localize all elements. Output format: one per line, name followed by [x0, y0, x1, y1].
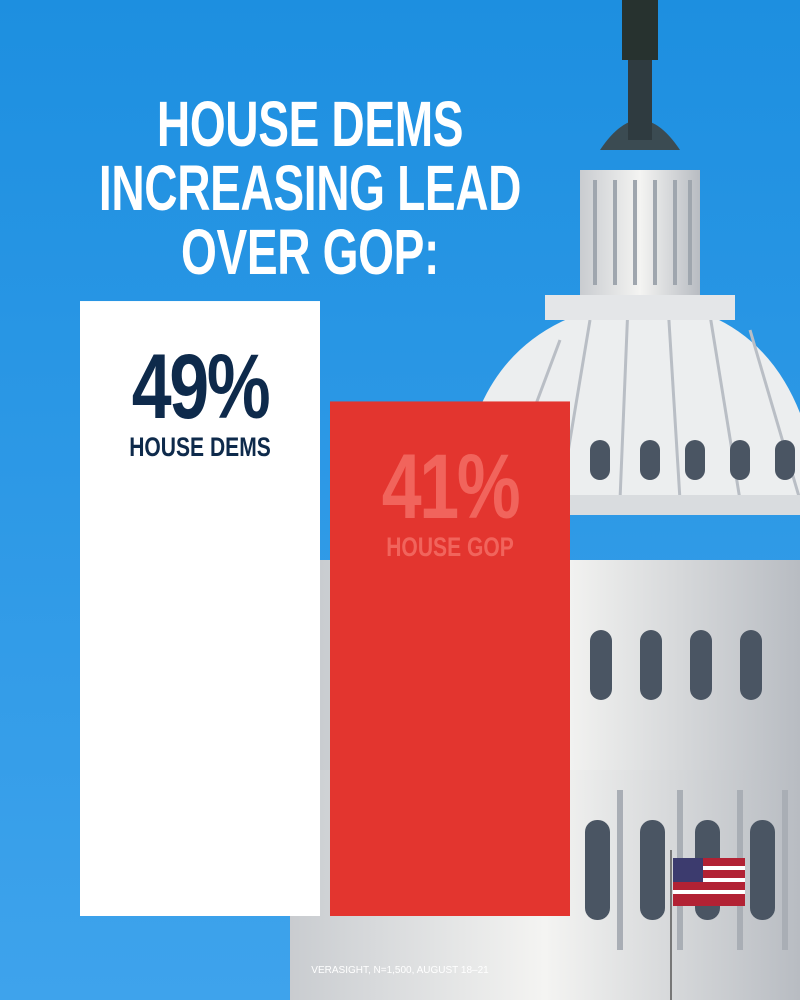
bar	[80, 301, 320, 916]
category-label: HOUSE DEMS	[129, 432, 271, 463]
value-label: 49%	[131, 336, 271, 439]
category-label: HOUSE GOP	[386, 532, 514, 563]
bars	[80, 301, 570, 916]
source-note: VERASIGHT, N=1,500, AUGUST 18–21	[311, 965, 489, 976]
bar	[330, 401, 570, 916]
chart-title: HOUSE DEMS INCREASING LEAD OVER GOP:	[98, 88, 522, 288]
value-label: 41%	[381, 436, 521, 539]
